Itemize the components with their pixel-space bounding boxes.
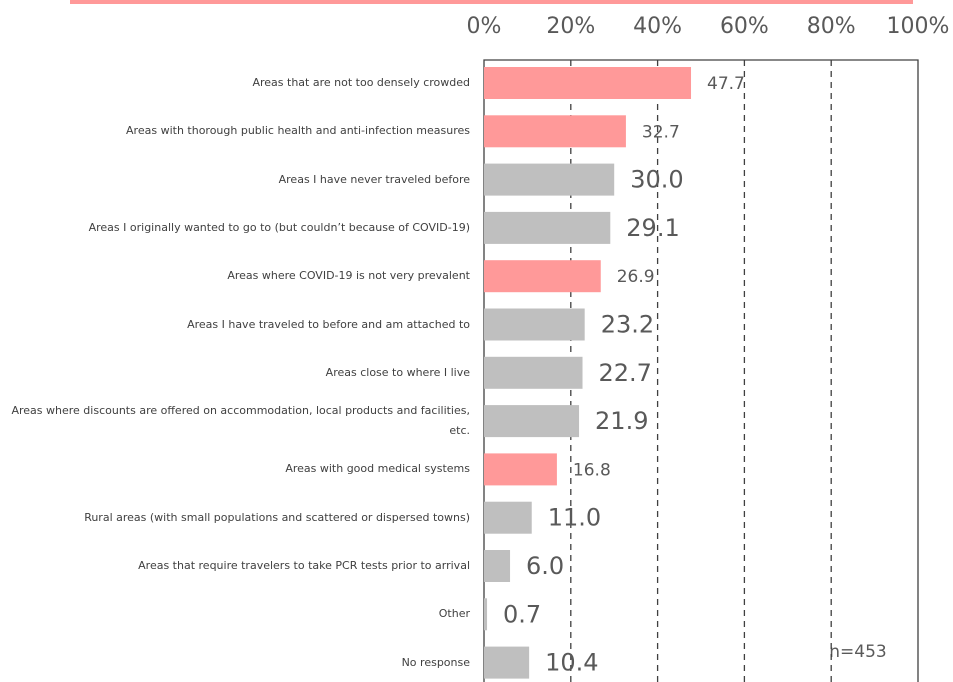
bar [484,260,601,293]
category-label: Areas I have traveled to before and am a… [187,317,470,331]
x-tick-label: 40% [633,14,682,39]
value-label: 47.7 [707,74,745,94]
value-label: 0.7 [503,600,541,628]
category-label: Areas where discounts are offered on acc… [11,404,470,438]
category-label: Areas where COVID-19 is not very prevale… [227,269,470,283]
x-tick-label: 20% [546,14,595,39]
x-tick-label: 60% [720,14,769,39]
value-label: 16.8 [573,460,611,480]
bar [484,453,557,486]
value-label: 23.2 [601,311,654,339]
bar [484,211,611,244]
category-label: Areas with good medical systems [285,462,470,476]
bar [484,646,530,679]
category-label: Areas I have never traveled before [278,172,470,186]
value-label: 22.7 [599,359,652,387]
bar [484,115,626,148]
annotation: n=453 [829,642,886,662]
category-label: No response [401,655,470,669]
value-label: 30.0 [630,166,683,194]
value-label: 21.9 [595,407,648,435]
value-label: 32.7 [642,122,680,142]
x-tick-label: 100% [887,14,950,39]
value-label: 11.0 [548,504,601,532]
value-label: 26.9 [617,267,655,287]
category-label: Areas that are not too densely crowded [252,76,470,89]
value-label: 6.0 [526,552,564,580]
x-tick-label: 0% [467,14,502,39]
value-label: 10.4 [545,649,598,677]
bar [484,67,692,99]
category-label: Other [438,607,470,621]
category-label: Areas with thorough public health and an… [126,124,470,138]
bar [484,550,511,582]
category-label: Rural areas (with small populations and … [84,510,470,524]
bar [484,356,583,389]
category-label: Areas close to where I live [325,365,470,379]
category-label: Areas I originally wanted to go to (but … [88,220,470,234]
bar [484,405,580,438]
x-tick-label: 80% [807,14,856,39]
bar [484,308,585,341]
category-label: Areas that require travelers to take PCR… [138,559,470,572]
top-banner [70,0,913,4]
bar [484,501,532,534]
bar [484,163,615,196]
value-label: 29.1 [626,214,679,242]
bar [484,598,488,631]
